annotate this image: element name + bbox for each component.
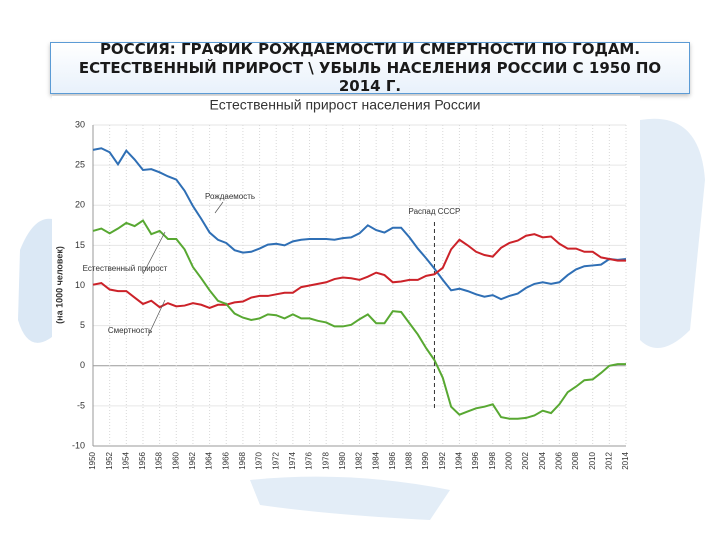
y-tick-label: 15 (75, 240, 85, 250)
annotation-text: Распад СССР (409, 207, 461, 216)
x-tick-label: 1980 (338, 451, 347, 469)
x-tick-label: 1978 (321, 451, 330, 469)
y-tick-label: -5 (77, 400, 85, 410)
series-label: Рождаемость (205, 192, 255, 201)
x-tick-label: 1952 (105, 451, 114, 469)
x-tick-label: 1974 (288, 451, 297, 469)
y-tick-label: 10 (75, 280, 85, 290)
label-leader (142, 231, 166, 275)
x-tick-label: 2002 (521, 451, 530, 469)
x-tick-label: 2010 (588, 451, 597, 469)
x-tick-label: 1966 (221, 451, 230, 469)
x-tick-label: 1986 (388, 451, 397, 469)
y-tick-label: 0 (80, 360, 85, 370)
x-tick-label: 1996 (471, 451, 480, 469)
series-line (92, 147, 627, 301)
x-tick-label: 1958 (155, 451, 164, 469)
x-tick-label: 2000 (505, 451, 514, 469)
x-tick-label: 1960 (171, 451, 180, 469)
x-tick-label: 1956 (138, 451, 147, 469)
x-tick-label: 1982 (355, 451, 364, 469)
y-axis-label: (на 1000 человек) (54, 246, 64, 324)
x-tick-label: 1954 (121, 451, 130, 469)
x-tick-label: 1992 (438, 451, 447, 469)
y-tick-label: 25 (75, 160, 85, 170)
label-leader (214, 201, 224, 214)
bg-shape (640, 118, 705, 348)
chart-background (52, 96, 640, 472)
label-leader (147, 299, 166, 337)
x-tick-label: 2014 (621, 451, 630, 469)
x-tick-label: 1984 (371, 451, 380, 469)
x-tick-label: 1950 (88, 451, 97, 469)
x-tick-label: 1990 (421, 451, 430, 469)
x-tick-label: 2004 (538, 451, 547, 469)
series-line (92, 219, 626, 420)
series-label: Смертность (108, 326, 152, 335)
chart-title: Естественный прирост населения России (210, 97, 481, 113)
x-tick-label: 1988 (405, 451, 414, 469)
slide-title: РОССИЯ: ГРАФИК РОЖДАЕМОСТИ И СМЕРТНОСТИ … (50, 40, 690, 95)
x-tick-label: 1962 (188, 451, 197, 469)
x-tick-label: 2012 (604, 451, 613, 469)
series-label: Естественный прирост (83, 264, 168, 273)
y-tick-label: 5 (80, 320, 85, 330)
bg-shape (250, 476, 450, 520)
x-tick-label: 1968 (238, 451, 247, 469)
x-tick-label: 2006 (554, 451, 563, 469)
x-tick-label: 1994 (455, 451, 464, 469)
x-tick-label: 1976 (305, 451, 314, 469)
y-tick-label: 20 (75, 200, 85, 210)
series-line (92, 233, 626, 310)
x-tick-label: 1964 (205, 451, 214, 469)
x-tick-label: 2008 (571, 451, 580, 469)
y-tick-label: 30 (75, 119, 85, 129)
x-tick-label: 1970 (255, 451, 264, 469)
x-tick-label: 1972 (271, 451, 280, 469)
y-tick-label: -10 (72, 440, 85, 450)
x-tick-label: 1998 (488, 451, 497, 469)
